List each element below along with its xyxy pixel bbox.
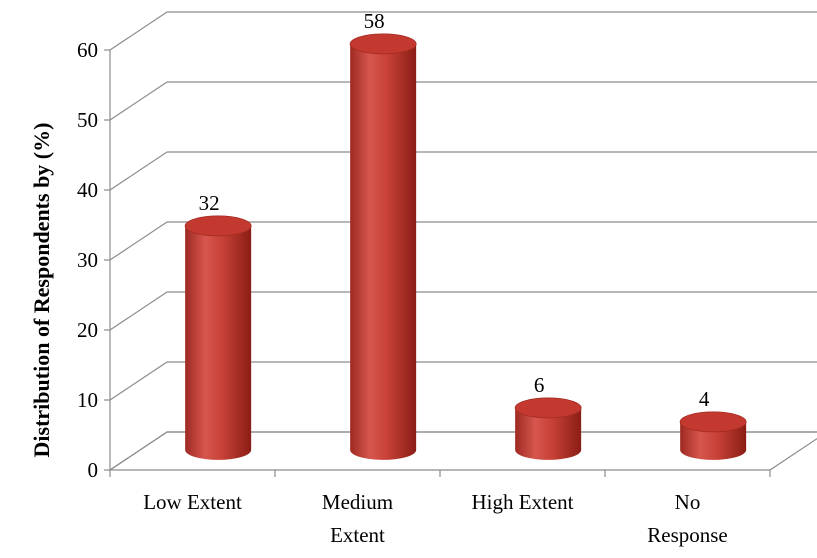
category-label-line: No	[675, 490, 701, 514]
data-label-0: 32	[199, 191, 220, 215]
data-label-2: 6	[534, 373, 545, 397]
y-tick-label-60: 60	[77, 38, 98, 62]
bar-body-0	[185, 225, 252, 460]
y-tick-label-30: 30	[77, 248, 98, 272]
category-labels: Low Extent Medium Extent High Extent No Respo…	[143, 490, 728, 547]
bar-3	[679, 411, 747, 460]
y-tick-label-20: 20	[77, 318, 98, 342]
category-label-line: Extent	[330, 523, 385, 547]
category-label-0: Low Extent	[143, 490, 242, 514]
gridline-side-20	[109, 291, 168, 331]
gridline-side-60	[109, 11, 168, 51]
bar-top-0	[184, 215, 252, 237]
category-label-1: Medium Extent	[322, 490, 393, 547]
bar-top-1	[349, 33, 417, 55]
bar-2	[514, 397, 582, 460]
data-label-3: 4	[699, 387, 710, 411]
category-label-line: Response	[647, 523, 728, 547]
y-tick-label-10: 10	[77, 388, 98, 412]
gridline-side-30	[109, 221, 168, 261]
bar-1	[349, 33, 417, 460]
bars	[184, 33, 747, 460]
category-label-line: Medium	[322, 490, 393, 514]
bar-body-1	[350, 43, 417, 460]
category-label-2: High Extent	[471, 490, 573, 514]
data-label-1: 58	[364, 9, 385, 33]
y-tick-labels: 0 10 20 30 40 50 60	[77, 38, 98, 482]
bar-0	[184, 215, 252, 460]
gridline-side-10	[109, 361, 168, 401]
category-label-line: High Extent	[471, 490, 573, 514]
bar-body-2	[515, 407, 582, 460]
gridline-side-40	[109, 151, 168, 191]
axes	[104, 49, 817, 477]
gridline-side-50	[109, 81, 168, 121]
category-label-line: Low Extent	[143, 490, 242, 514]
gridlines	[109, 11, 817, 471]
bar-top-3	[679, 411, 747, 433]
y-tick-label-50: 50	[77, 108, 98, 132]
bar-top-2	[514, 397, 582, 419]
y-axis-title: Distribution of Respondents by (%)	[29, 123, 54, 458]
y-tick-label-40: 40	[77, 178, 98, 202]
y-tick-label-0: 0	[88, 458, 99, 482]
floor	[108, 431, 817, 471]
data-labels: 32 58 6 4	[199, 9, 710, 411]
bar-body-3	[680, 421, 747, 460]
category-label-3: No Response	[647, 490, 728, 547]
